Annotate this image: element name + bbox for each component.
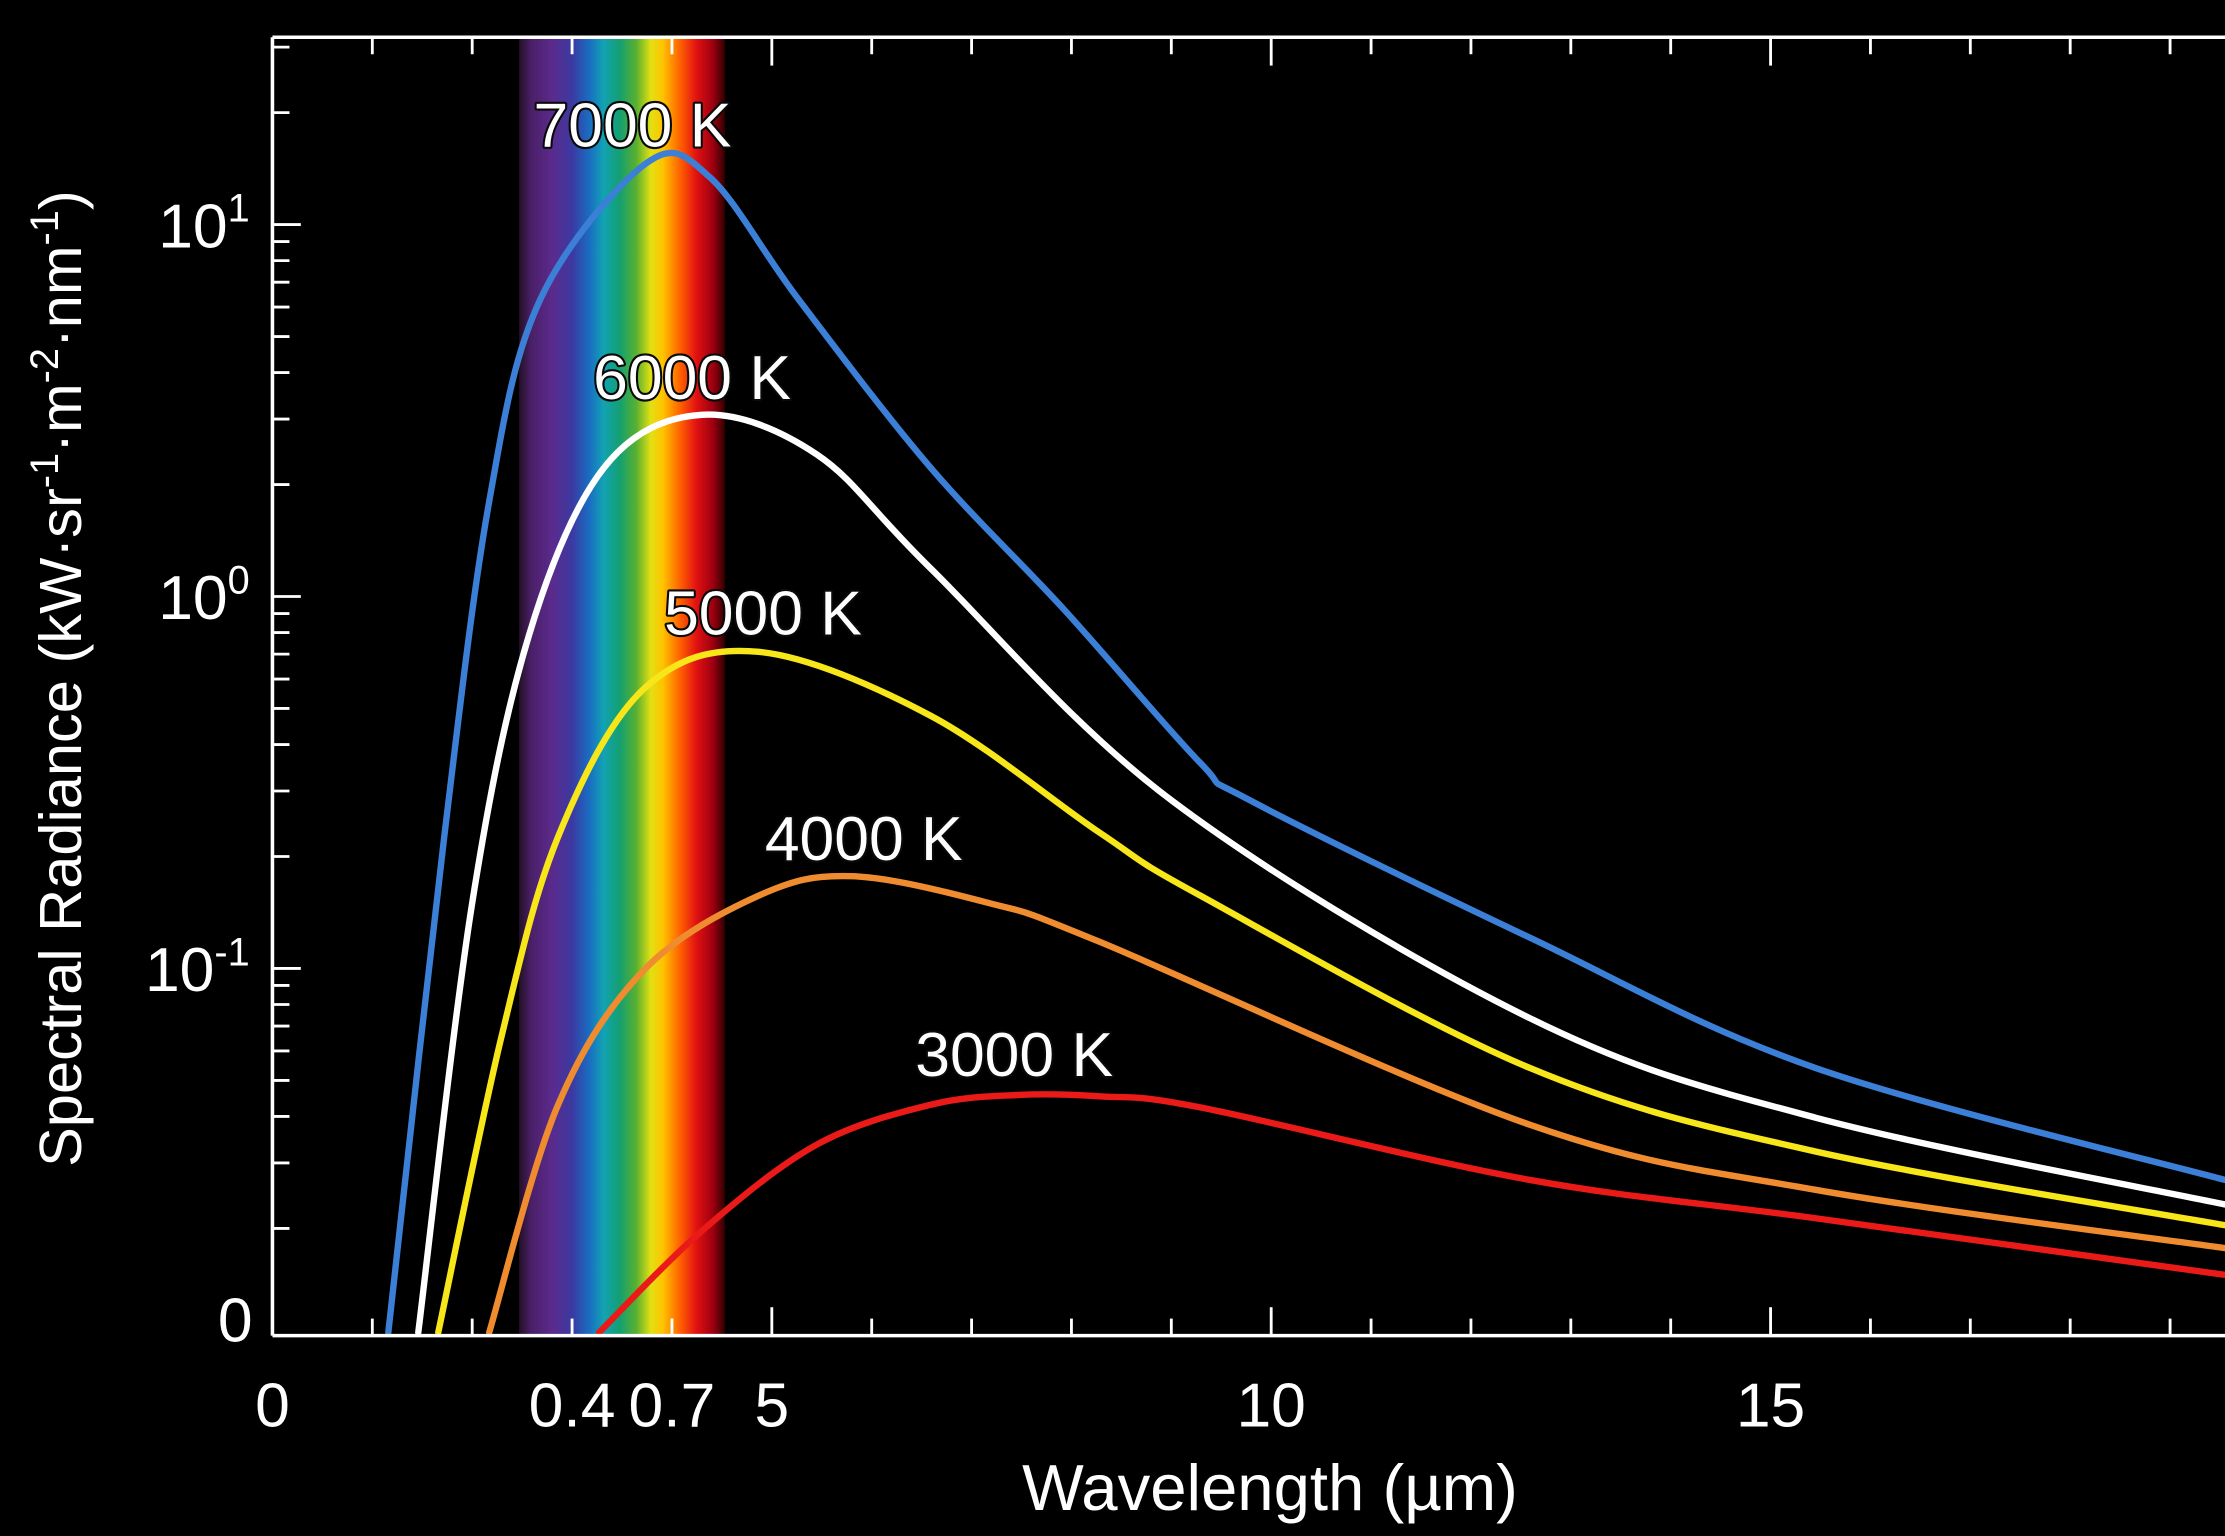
y-axis-title-part: ) xyxy=(27,190,94,210)
y-tick-label-base: 10 xyxy=(158,191,227,261)
visible-spectrum-band xyxy=(519,37,725,1336)
y-tick-label: 100 xyxy=(158,559,250,634)
y-tick-label-base: 10 xyxy=(158,563,227,633)
curve-5000k xyxy=(435,647,2225,1336)
y-tick-label-exp: -1 xyxy=(214,931,249,975)
x-tick-label: 0.4 xyxy=(529,1370,616,1440)
y-tick-label-base: 0 xyxy=(218,1285,253,1355)
y-axis-title: Spectral Radiance (kW·sr-1·m-2·nm-1) xyxy=(23,190,94,1167)
y-axis-title-part: ·m xyxy=(27,383,94,452)
curve-3000k xyxy=(595,1091,2225,1336)
curve-6000k xyxy=(415,411,2225,1336)
x-axis-title: Wavelength (µm) xyxy=(1022,1451,1518,1524)
curve-label-3000k: 3000 K xyxy=(915,1020,1113,1090)
y-tick-label: 0 xyxy=(218,1285,253,1355)
y-tick-label-base: 10 xyxy=(145,935,214,1005)
curve-label-7000k: 7000 K xyxy=(534,90,732,160)
x-tick-label: 5 xyxy=(754,1370,789,1440)
y-axis-title-exp: -1 xyxy=(23,453,67,488)
x-tick-label: 15 xyxy=(1736,1370,1805,1440)
curves xyxy=(385,149,2225,1336)
y-axis-title-exp: -2 xyxy=(23,348,67,383)
curve-7000k xyxy=(385,149,2225,1336)
curve-label-5000k: 5000 K xyxy=(664,579,862,649)
y-tick-label-exp: 0 xyxy=(228,559,250,603)
y-axis-title-exp: -1 xyxy=(23,210,67,245)
y-axis-title-part: ·nm xyxy=(27,245,94,348)
x-tick-label: 0 xyxy=(255,1370,290,1440)
y-tick-label-exp: 1 xyxy=(228,187,250,231)
y-axis-title-part: Spectral Radiance (kW·sr xyxy=(27,488,94,1167)
curve-4000k xyxy=(485,872,2225,1336)
axes xyxy=(270,35,2225,1338)
curve-label-4000k: 4000 K xyxy=(765,804,963,874)
x-tick-label: 10 xyxy=(1236,1370,1305,1440)
curve-label-6000k: 6000 K xyxy=(593,343,791,413)
y-tick-label: 10-1 xyxy=(145,931,250,1006)
x-tick-label: 0.7 xyxy=(629,1370,716,1440)
y-tick-label: 101 xyxy=(158,187,250,262)
